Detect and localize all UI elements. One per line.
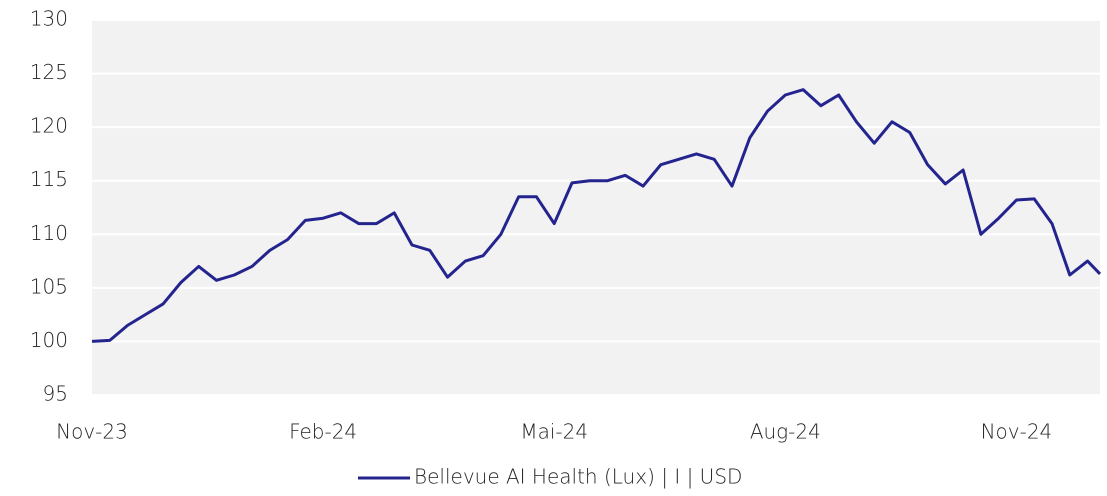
y-tick-label: 105 <box>30 274 68 298</box>
x-tick-label: Mai-24 <box>520 420 588 444</box>
y-tick-label: 130 <box>30 7 68 31</box>
x-tick-label: Nov-23 <box>56 420 128 444</box>
y-tick-label: 95 <box>43 382 68 406</box>
y-tick-label: 115 <box>30 167 68 191</box>
legend-label: Bellevue AI Health (Lux) | I | USD <box>414 465 742 489</box>
x-tick-label: Nov-24 <box>981 420 1053 444</box>
y-tick-label: 110 <box>30 221 68 245</box>
y-tick-label: 100 <box>30 328 68 352</box>
plot-area <box>92 20 1100 395</box>
y-tick-label: 125 <box>30 60 68 84</box>
series-line <box>91 88 1102 343</box>
x-tick-label: Feb-24 <box>289 420 357 444</box>
y-tick-label: 120 <box>30 114 68 138</box>
x-tick-label: Aug-24 <box>750 420 821 444</box>
